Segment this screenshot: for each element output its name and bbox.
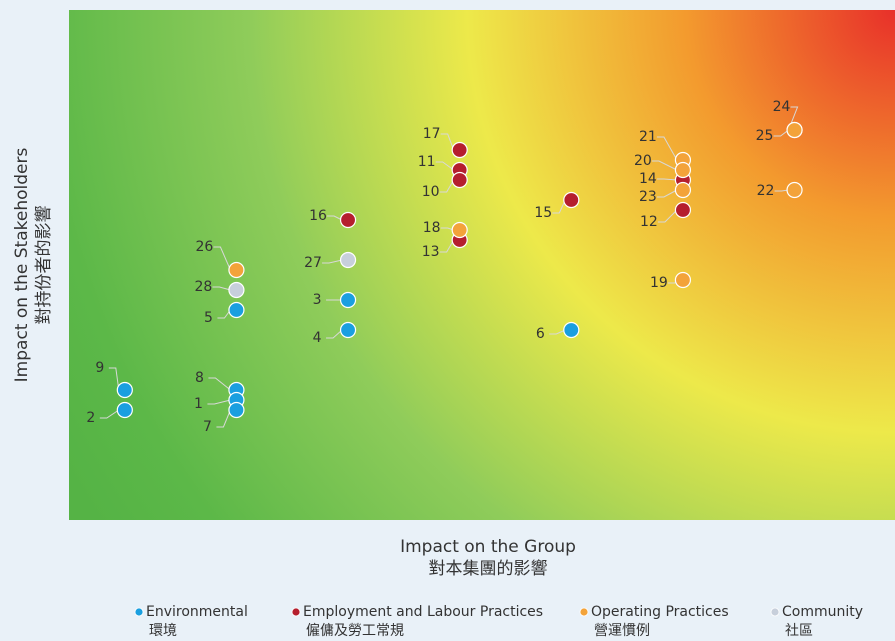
leader-line [774,189,789,192]
leader-line [440,133,455,151]
point-label: 11 [418,154,436,170]
point-label: 3 [313,292,322,308]
point [339,211,357,229]
point-label: 9 [95,360,104,376]
leader-line [322,259,343,264]
leader-line [217,309,231,319]
leader-line [216,409,231,428]
point-label: 1 [194,396,203,412]
point-label: 26 [196,239,214,255]
leader-line [326,329,343,339]
point [674,201,692,219]
point [339,321,357,339]
leader-line [656,178,677,181]
point-label: 8 [195,370,204,386]
legend-label: Operating Practices [591,604,729,620]
legend-label-zh: 社區 [785,623,813,639]
leader-line [207,399,231,405]
leader-line [657,209,678,223]
point-label: 20 [634,153,652,169]
point [116,401,133,419]
point [228,281,245,299]
point [451,141,468,159]
point [674,181,692,199]
leader-line [549,329,566,335]
leader-line [327,215,343,221]
leader-line [213,246,231,271]
point [451,171,468,189]
point-label: 16 [309,208,327,224]
legend-marker [134,607,144,617]
legend-label-zh: 環境 [149,623,177,639]
leader-line [108,367,120,391]
x-title: Impact on the Group [400,537,576,557]
point-label: 10 [422,184,440,200]
leader-line [439,179,455,193]
point [786,121,803,139]
point [116,381,133,399]
plot-area [69,10,895,520]
point-label: 4 [313,330,322,346]
legend-label-zh: 營運慣例 [594,622,650,639]
x-title-zh: 對本集團的影響 [429,559,548,579]
point-label: 25 [756,128,774,144]
y-title: Impact on the Stakeholders [12,148,32,383]
point-label: 17 [423,126,441,142]
legend-marker [770,607,780,617]
point-label: 13 [422,244,440,260]
point [339,291,357,309]
point [339,251,357,269]
leader-line [656,136,678,161]
leader-line [99,409,120,419]
leader-line [208,377,231,391]
point [786,181,803,199]
point-label: 21 [639,129,657,145]
point-label: 18 [423,220,441,236]
legend-marker [291,607,301,617]
leader-line [212,286,231,291]
leader-line [651,160,678,171]
legend-label: Community [782,604,863,620]
point [674,161,692,179]
leader-line [552,199,566,214]
y-title-zh: 對持份者的影響 [34,206,54,325]
point-label: 5 [204,310,213,326]
leader-line [656,189,678,198]
point-label: 23 [639,189,657,205]
point [563,321,580,339]
point [228,301,245,319]
point-label: 2 [86,410,95,426]
point-label: 6 [536,326,545,342]
legend-marker [579,607,589,617]
leader-line [788,106,799,131]
point-label: 14 [639,171,657,187]
point [674,271,692,289]
point [228,401,245,419]
point-label: 27 [304,255,322,271]
legend-label: Environmental [146,604,248,620]
point [563,191,580,209]
point-label: 12 [640,214,658,230]
legend-label: Employment and Labour Practices [303,604,543,620]
point [451,221,468,239]
y-axis-title: Impact on the Stakeholders 對持份者的影響 [12,148,54,383]
point-label: 19 [650,275,668,291]
leader-line [435,161,454,171]
point [228,261,245,279]
point-label: 28 [195,279,213,295]
point-label: 22 [757,183,775,199]
leader-line [773,129,789,137]
legend-label-zh: 僱傭及勞工常規 [306,623,404,639]
point-label: 24 [773,99,791,115]
point-label: 15 [534,205,552,221]
leader-line [439,239,455,253]
point-label: 7 [203,419,212,435]
